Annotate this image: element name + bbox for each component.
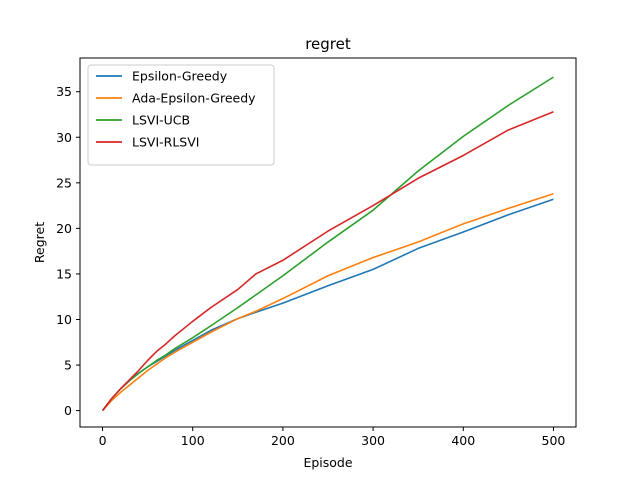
- x-axis-ticks: 0 100 200 300 400 500: [99, 427, 566, 448]
- y-tick-label: 10: [56, 312, 72, 327]
- y-axis-ticks: 0 5 10 15 20 25 30 35: [56, 84, 80, 418]
- plot-frame: [79, 57, 577, 428]
- legend-label: LSVI-UCB: [132, 113, 190, 128]
- series-line-lsvi-rlsvi: [101, 111, 554, 412]
- legend-label: Epsilon-Greedy: [132, 69, 228, 84]
- legend: Epsilon-Greedy Ada-Epsilon-Greedy LSVI-UCB…: [87, 64, 275, 166]
- plot-lines: [101, 76, 554, 412]
- legend-label: LSVI-RLSVI: [132, 135, 199, 150]
- chart-title: regret: [305, 35, 351, 53]
- y-tick-label: 5: [64, 358, 72, 373]
- x-tick-label: 300: [361, 433, 385, 448]
- x-tick-label: 200: [271, 433, 295, 448]
- x-tick-label: 0: [99, 433, 107, 448]
- x-tick-label: 500: [542, 433, 566, 448]
- y-axis-label: Regret: [32, 222, 47, 263]
- y-tick-label: 15: [56, 266, 72, 281]
- legend-label: Ada-Epsilon-Greedy: [132, 91, 256, 106]
- y-tick-label: 25: [56, 175, 72, 190]
- y-tick-label: 20: [56, 221, 72, 236]
- x-axis-label: Episode: [303, 455, 352, 470]
- y-tick-label: 35: [56, 84, 72, 99]
- legend-box: [87, 64, 275, 166]
- y-tick-label: 30: [56, 130, 72, 145]
- series-line-lsvi-ucb: [101, 76, 554, 412]
- x-tick-label: 400: [451, 433, 475, 448]
- y-tick-label: 0: [64, 403, 72, 418]
- x-tick-label: 100: [181, 433, 205, 448]
- series-line-ada-epsilon-greedy: [101, 192, 554, 412]
